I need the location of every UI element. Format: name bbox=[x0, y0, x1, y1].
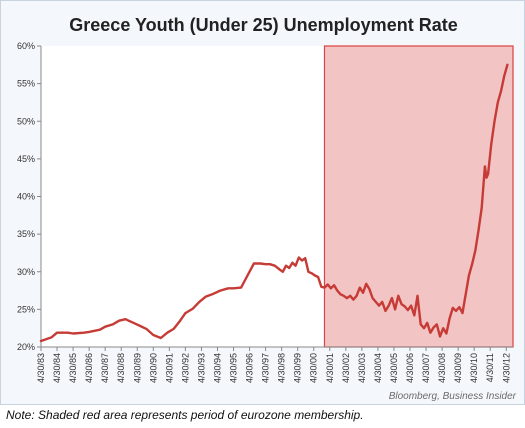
chart-note: Note: Shaded red area represents period … bbox=[6, 408, 364, 422]
x-tick-label: 4/30/02 bbox=[341, 353, 351, 383]
x-tick-label: 4/30/98 bbox=[277, 353, 287, 383]
source-credit: Bloomberg, Business Insider bbox=[388, 391, 516, 402]
x-tick-label: 4/30/09 bbox=[453, 353, 463, 383]
x-tick-label: 4/30/03 bbox=[357, 353, 367, 383]
y-tick-label: 50% bbox=[17, 116, 35, 126]
y-tick-label: 20% bbox=[17, 342, 35, 352]
chart-frame: Greece Youth (Under 25) Unemployment Rat… bbox=[0, 0, 525, 405]
y-tick-label: 60% bbox=[17, 41, 35, 51]
x-tick-label: 4/30/93 bbox=[196, 353, 206, 383]
x-tick-label: 4/30/10 bbox=[469, 353, 479, 383]
x-tick-label: 4/30/83 bbox=[36, 353, 46, 383]
x-tick-label: 4/30/05 bbox=[389, 353, 399, 383]
unemployment-rate-line bbox=[39, 63, 509, 343]
x-tick-label: 4/30/08 bbox=[437, 353, 447, 383]
x-tick-label: 4/30/85 bbox=[68, 353, 78, 383]
y-tick-label: 25% bbox=[17, 304, 35, 314]
chart-title: Greece Youth (Under 25) Unemployment Rat… bbox=[69, 15, 458, 35]
x-tick-label: 4/30/87 bbox=[100, 353, 110, 383]
y-tick-label: 30% bbox=[17, 267, 35, 277]
x-tick-label: 4/30/99 bbox=[293, 353, 303, 383]
x-tick-label: 4/30/97 bbox=[261, 353, 271, 383]
line-chart: 20% 25% 30% 35% 40% 45% 50% 55% 60% 4/30/83 4/30/8… bbox=[17, 41, 514, 383]
y-tick-label: 40% bbox=[17, 192, 35, 202]
x-tick-label: 4/30/11 bbox=[485, 353, 495, 382]
x-tick-label: 4/30/91 bbox=[164, 353, 174, 383]
x-tick-label: 4/30/00 bbox=[309, 353, 319, 383]
x-tick-label: 4/30/92 bbox=[180, 353, 190, 383]
y-tick-label: 35% bbox=[17, 229, 35, 239]
x-tick-label: 4/30/06 bbox=[405, 353, 415, 383]
x-tick-label: 4/30/94 bbox=[212, 353, 222, 383]
x-tick-label: 4/30/04 bbox=[373, 353, 383, 383]
x-tick-label: 4/30/88 bbox=[116, 353, 126, 383]
x-tick-label: 4/30/01 bbox=[325, 353, 335, 383]
x-tick-label: 4/30/95 bbox=[229, 353, 239, 383]
x-tick-label: 4/30/12 bbox=[501, 353, 511, 383]
x-tick-label: 4/30/89 bbox=[132, 353, 142, 383]
y-tick-label: 55% bbox=[17, 79, 35, 89]
y-tick-label: 45% bbox=[17, 154, 35, 164]
x-tick-label: 4/30/86 bbox=[84, 353, 94, 383]
x-tick-label: 4/30/90 bbox=[148, 353, 158, 383]
x-tick-label: 4/30/84 bbox=[52, 353, 62, 383]
x-tick-label: 4/30/96 bbox=[245, 353, 255, 383]
x-tick-label: 4/30/07 bbox=[421, 353, 431, 383]
